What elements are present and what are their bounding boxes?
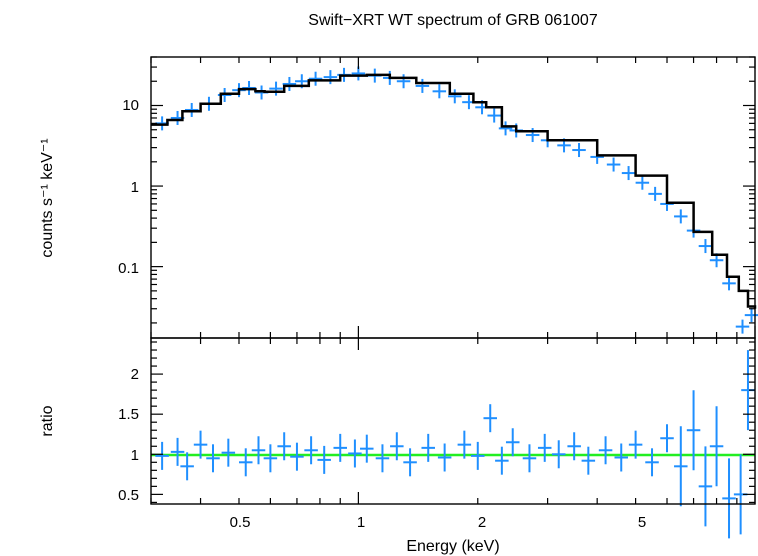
- ratio-point-16: [375, 444, 390, 473]
- spectrum-axis-ticks: [150, 56, 756, 338]
- ratio-point-39: [709, 406, 724, 487]
- ratio-point-8: [263, 444, 278, 473]
- spectrum-point-24: [498, 121, 513, 136]
- ratio-point-26: [522, 444, 537, 473]
- spectrum-point-32: [621, 166, 636, 181]
- ratio-y-tick-label-1: 1: [131, 447, 139, 464]
- spectrum-point-19: [432, 84, 447, 99]
- ratio-point-21: [457, 430, 472, 459]
- ratio-point-15: [360, 434, 374, 463]
- x-tick-label-0.5: 0.5: [230, 514, 251, 531]
- spectrum-panel: [150, 56, 758, 339]
- x-tick-label-2: 2: [478, 514, 486, 531]
- top-y-tick-label-1: 1: [131, 179, 139, 196]
- ratio-point-38: [698, 446, 713, 527]
- ratio-point-22: [471, 441, 485, 470]
- spectrum-point-40: [722, 276, 736, 291]
- x-axis-label: Energy (keV): [406, 538, 499, 555]
- spectrum-point-33: [635, 175, 650, 190]
- spectrum-point-17: [396, 74, 411, 89]
- ratio-point-28: [551, 440, 566, 469]
- spectrum-point-38: [698, 239, 713, 254]
- ratio-plot-frame: [150, 337, 756, 505]
- spectrum-point-34: [648, 186, 662, 201]
- ratio-panel: [150, 337, 756, 539]
- ratio-point-33: [628, 430, 643, 459]
- chart-title: Swift−XRT WT spectrum of GRB 061007: [308, 12, 598, 29]
- spectrum-plot-frame: [150, 56, 756, 339]
- ratio-point-30: [581, 446, 596, 475]
- ratio-point-32: [614, 443, 628, 472]
- spectrum-point-41: [735, 319, 750, 334]
- ratio-point-24: [495, 446, 509, 475]
- spectrum-point-36: [674, 209, 688, 224]
- ratio-point-4: [206, 444, 220, 473]
- ratio-point-9: [277, 432, 291, 461]
- spectrum-point-20: [448, 89, 462, 104]
- ratio-point-1: [170, 437, 185, 466]
- ratio-point-37: [686, 390, 701, 471]
- spectrum-point-23: [487, 108, 501, 123]
- spectrum-point-8: [269, 81, 283, 96]
- ratio-point-29: [567, 432, 581, 461]
- ratio-y-tick-label-0.5: 0.5: [118, 487, 139, 504]
- ratio-point-13: [333, 433, 347, 462]
- ratio-point-35: [660, 424, 674, 453]
- spectrum-point-42: [744, 308, 758, 323]
- spectrum-point-12: [323, 70, 338, 85]
- ratio-point-3: [193, 430, 208, 459]
- x-tick-label-1: 1: [357, 514, 365, 531]
- ratio-point-11: [304, 436, 318, 465]
- spectrum-point-29: [572, 143, 586, 158]
- ratio-point-19: [421, 433, 435, 462]
- spectrum-point-31: [606, 157, 621, 172]
- x-tick-label-5: 5: [638, 514, 646, 531]
- top-y-axis-label: counts s⁻¹ keV⁻¹: [39, 138, 56, 257]
- ratio-y-tick-label-1.5: 1.5: [118, 406, 139, 423]
- spectrum-point-18: [415, 78, 430, 93]
- spectrum-model-curve: [151, 73, 757, 309]
- ratio-point-20: [437, 443, 452, 472]
- ratio-point-10: [290, 442, 304, 471]
- ratio-y-axis-label: ratio: [39, 405, 56, 436]
- ratio-point-0: [155, 441, 169, 470]
- ratio-point-25: [505, 428, 520, 457]
- ratio-point-5: [221, 438, 236, 467]
- ratio-point-27: [537, 433, 552, 462]
- spectrum-point-9: [282, 76, 297, 91]
- ratio-point-14: [348, 439, 362, 468]
- ratio-axis-ticks: [150, 338, 756, 504]
- ratio-data-points: [155, 350, 755, 539]
- top-y-tick-label-10: 10: [122, 97, 139, 114]
- ratio-point-31: [598, 436, 613, 465]
- ratio-point-6: [238, 448, 253, 477]
- ratio-point-23: [483, 404, 497, 433]
- ratio-point-40: [722, 458, 736, 539]
- ratio-point-36: [674, 426, 688, 507]
- ratio-point-2: [180, 452, 194, 481]
- ratio-point-7: [251, 436, 266, 465]
- top-y-tick-label-0.1: 0.1: [118, 260, 139, 277]
- ratio-point-12: [317, 445, 331, 474]
- ratio-point-34: [645, 448, 659, 477]
- ratio-point-17: [390, 432, 404, 461]
- ratio-point-18: [403, 448, 417, 477]
- ratio-y-tick-label-2: 2: [131, 366, 139, 383]
- spectrum-point-11: [308, 71, 323, 86]
